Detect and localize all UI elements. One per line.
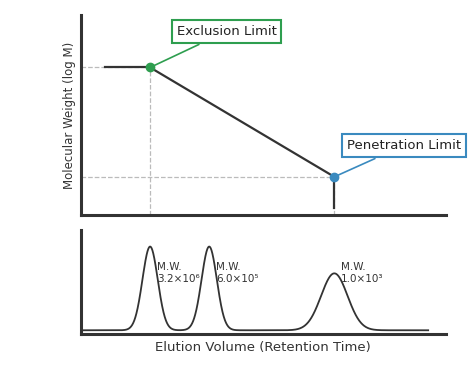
Text: Exclusion Limit: Exclusion Limit bbox=[153, 25, 276, 66]
Text: M.W.
3.2×10⁶: M.W. 3.2×10⁶ bbox=[157, 262, 200, 284]
Text: M.W.
6.0×10⁵: M.W. 6.0×10⁵ bbox=[216, 262, 259, 284]
Text: Penetration Limit: Penetration Limit bbox=[337, 139, 461, 176]
X-axis label: Elution Volume (Retention Time): Elution Volume (Retention Time) bbox=[155, 341, 371, 354]
Y-axis label: Molecular Weight (log M): Molecular Weight (log M) bbox=[64, 41, 76, 189]
Text: M.W.
1.0×10³: M.W. 1.0×10³ bbox=[341, 262, 384, 284]
